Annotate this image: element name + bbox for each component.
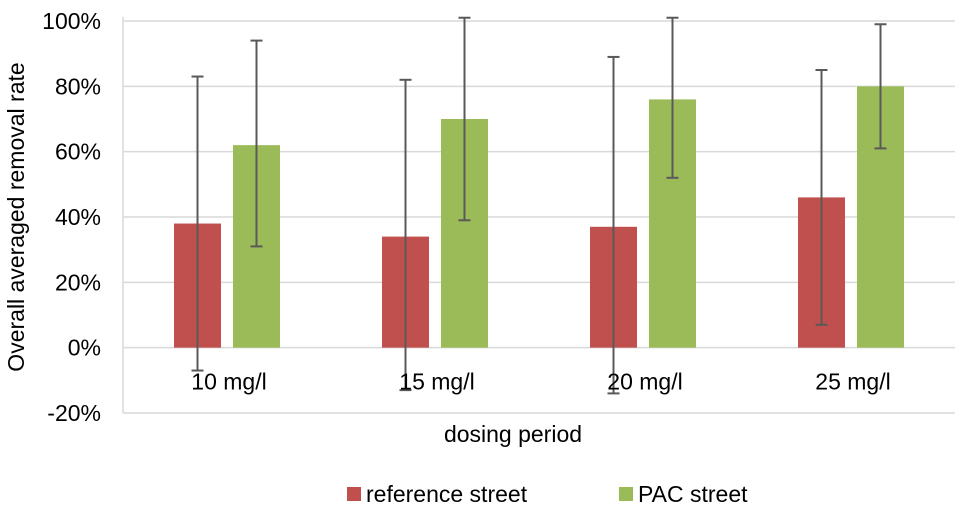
- legend-label: reference street: [366, 481, 528, 507]
- x-tick-label: 20 mg/l: [607, 369, 682, 395]
- x-tick-label: 15 mg/l: [399, 369, 474, 395]
- y-tick-labels: -20% 0% 20% 40% 60% 80% 100%: [42, 8, 101, 426]
- legend-label: PAC street: [638, 481, 748, 507]
- y-tick-label: 60%: [55, 139, 101, 165]
- y-tick-label: 40%: [55, 204, 101, 230]
- error-bars: [191, 16, 887, 395]
- legend-swatch-pac-street: [619, 487, 633, 501]
- y-tick-label: -20%: [47, 400, 101, 426]
- y-tick-label: 80%: [55, 73, 101, 99]
- y-axis-title: Overall averaged removal rate: [3, 62, 29, 371]
- y-tick-label: 20%: [55, 269, 101, 295]
- y-tick-label: 100%: [42, 8, 101, 34]
- x-tick-label: 25 mg/l: [815, 369, 890, 395]
- y-tick-label: 0%: [68, 335, 101, 361]
- legend: reference street PAC street: [347, 481, 748, 507]
- legend-swatch-reference-street: [347, 487, 361, 501]
- x-axis-title: dosing period: [444, 421, 582, 447]
- x-tick-label: 10 mg/l: [191, 369, 266, 395]
- x-tick-labels: 10 mg/l 15 mg/l 20 mg/l 25 mg/l: [191, 369, 890, 395]
